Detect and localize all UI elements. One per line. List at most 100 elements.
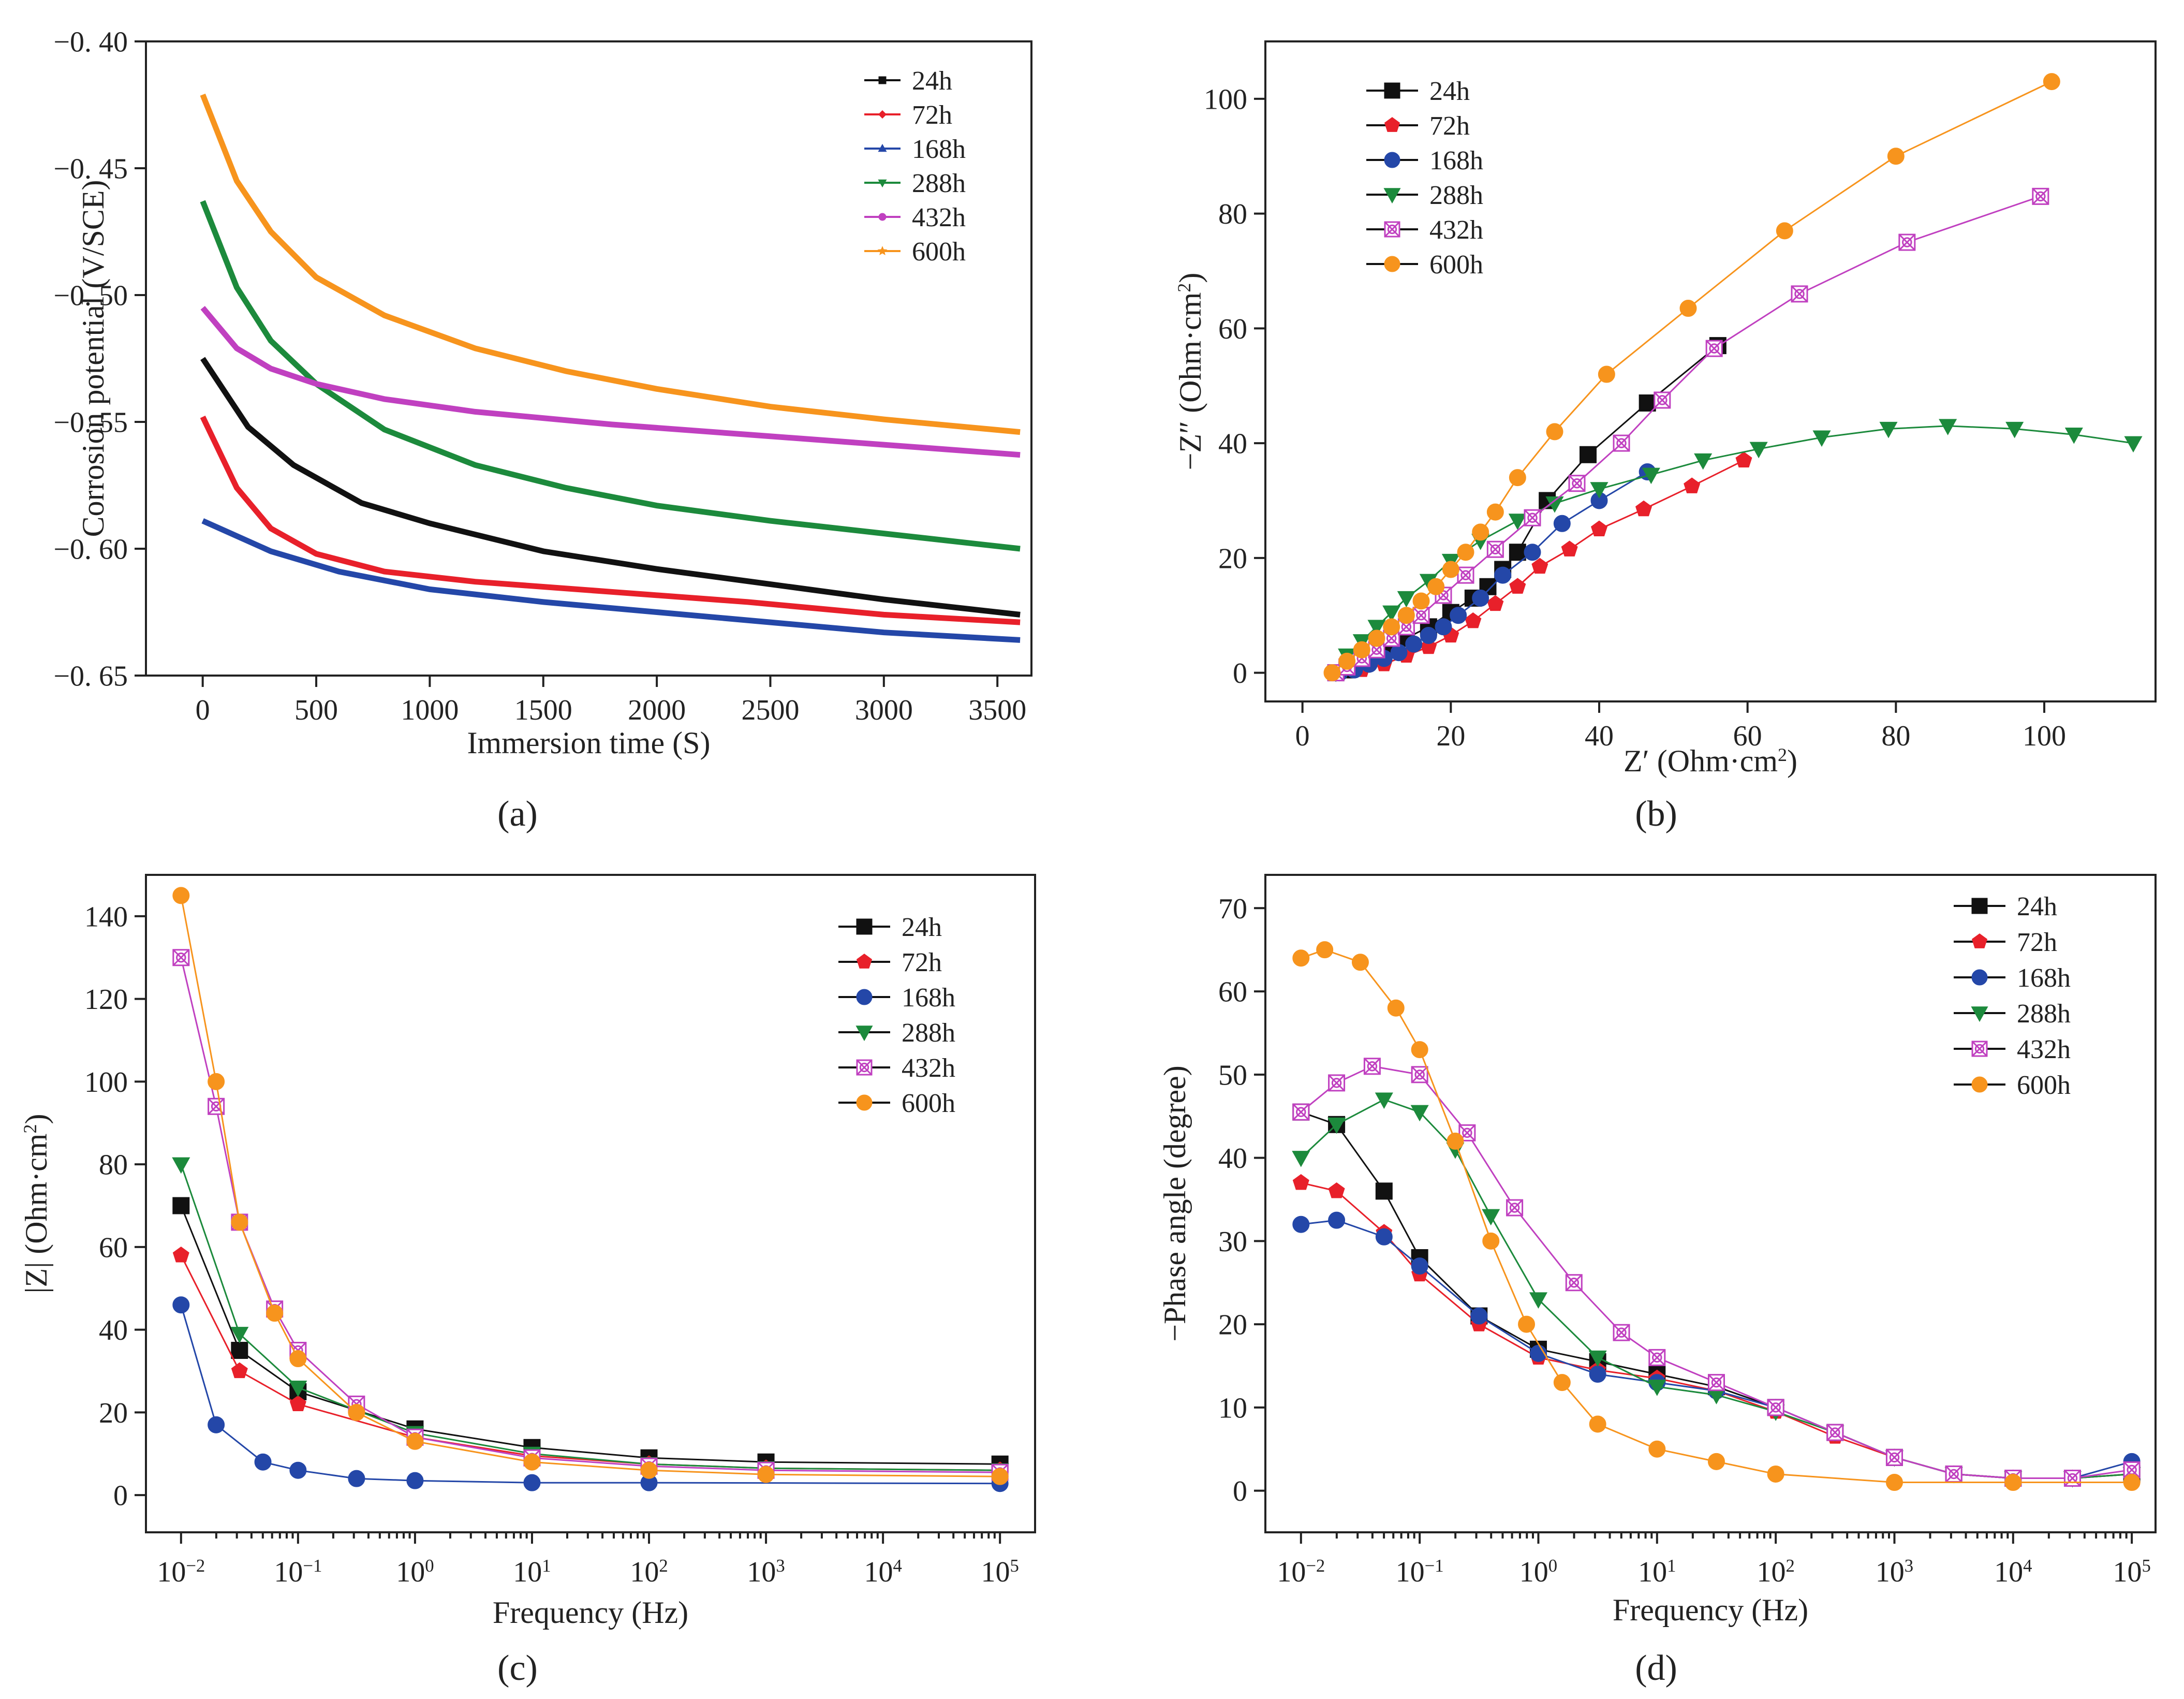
x-tick-label: 1500 [514, 694, 572, 726]
y-tick-label: 80 [1218, 198, 1247, 230]
legend-entry: 600h [1366, 250, 1483, 280]
data-point [1898, 233, 1916, 251]
data-point [1457, 566, 1474, 584]
y-tick-label: −0. 65 [53, 661, 128, 693]
x-tick-label: 2000 [628, 694, 686, 726]
y-axis-label: −Z″ (Ohm·cm2) [1173, 273, 1207, 471]
y-tick-label: −0. 40 [53, 26, 128, 58]
x-tick-label: 100 [396, 1556, 434, 1589]
data-point [208, 1416, 225, 1433]
panel-d: 10−2 10−1 100 101 102 103 104 105 0 10 20 30 40 50 60 7… [1218, 874, 2157, 1589]
y-tick-label: 120 [84, 984, 128, 1016]
legend-entry: 288h [838, 1018, 955, 1048]
legend-label: 288h [912, 169, 966, 198]
legend-label: 288h [1429, 181, 1483, 210]
series-288h [172, 1157, 1009, 1480]
panel-label: (c) [497, 1648, 538, 1688]
panel-label: (b) [1635, 794, 1677, 834]
data-point [348, 1403, 365, 1421]
data-point [1524, 544, 1541, 561]
data-point [523, 1474, 541, 1491]
legend-entry: 24h [838, 913, 942, 942]
series-line [200, 93, 1021, 435]
data-point [1338, 652, 1356, 670]
data-point [1565, 1274, 1583, 1292]
data-point [1561, 540, 1578, 556]
legend-entry: 24h [864, 66, 952, 96]
y-tick-label: 70 [1218, 893, 1247, 925]
data-point [1410, 1105, 1429, 1122]
x-tick-label: 60 [1733, 720, 1762, 752]
legend-label: 432h [1429, 215, 1483, 245]
legend-entry: 72h [1366, 111, 1470, 141]
data-point [1648, 1349, 1666, 1366]
legend-label: 600h [2017, 1071, 2071, 1100]
x-tick-label: 100 [1519, 1556, 1557, 1589]
data-point [1442, 561, 1459, 578]
data-point [640, 1461, 658, 1479]
y-tick-label: 30 [1218, 1226, 1247, 1258]
y-tick-label: 40 [1218, 1143, 1247, 1175]
y-tick-label: 60 [1218, 313, 1247, 345]
data-point [1457, 544, 1474, 561]
data-point [2043, 73, 2060, 91]
y-tick-label: 20 [1218, 1309, 1247, 1341]
data-point [1590, 520, 1608, 537]
y-tick-label: 80 [99, 1149, 128, 1181]
data-point [1427, 578, 1445, 595]
data-point [1553, 1374, 1571, 1392]
legend-entry: 288h [1954, 999, 2071, 1029]
data-point [1648, 1440, 1666, 1458]
legend-marker [1971, 1006, 1988, 1022]
legend-marker [856, 918, 873, 935]
series-line [200, 415, 1021, 625]
legend-entry: 168h [838, 983, 955, 1013]
data-point [231, 1342, 248, 1359]
data-point [1590, 482, 1609, 499]
x-tick-label: 10−1 [1396, 1556, 1444, 1589]
legend-label: 24h [1429, 77, 1470, 106]
series-line [1301, 1182, 2132, 1479]
x-tick-label: 40 [1585, 720, 1614, 752]
y-tick-label: 20 [1218, 543, 1247, 575]
legend-entry: 168h [864, 135, 966, 164]
data-point [1812, 430, 1831, 447]
legend-entry: 288h [1366, 181, 1483, 210]
data-point [1420, 627, 1437, 644]
data-point [1447, 1132, 1464, 1150]
x-tick-label: 105 [981, 1556, 1019, 1589]
data-point [1390, 644, 1408, 662]
x-tick-label: 100 [2023, 720, 2066, 752]
panel-a: 0 500 1000 1500 2000 2500 3000 3500 −0. 40 −0. 45… [53, 26, 1032, 726]
data-point [1353, 641, 1370, 658]
x-tick-label: 10−2 [1277, 1556, 1325, 1589]
data-point [406, 1432, 424, 1450]
data-point [1411, 1257, 1428, 1275]
legend-entry: 432h [838, 1053, 955, 1083]
data-point [2124, 436, 2143, 453]
legend-label: 24h [912, 66, 952, 96]
legend-label: 168h [912, 135, 966, 164]
legend-entry: 72h [864, 100, 952, 130]
series-600h [1323, 73, 2060, 682]
data-point [1397, 607, 1415, 624]
data-point [1509, 544, 1526, 561]
data-point [1323, 664, 1341, 682]
x-tick-label: 500 [294, 694, 338, 726]
legend-entry: 288h [864, 169, 966, 198]
legend-entry: 168h [1366, 146, 1483, 175]
x-tick-label: 80 [1881, 720, 1910, 752]
legend-marker [878, 76, 887, 84]
data-point [1767, 1399, 1784, 1416]
series-line [180, 1164, 1000, 1471]
legend-label: 72h [1429, 111, 1470, 141]
data-point [1589, 1366, 1606, 1383]
data-point [1885, 1474, 1903, 1491]
data-point [1588, 1350, 1607, 1367]
legend-marker [1384, 82, 1400, 99]
data-point [1589, 1415, 1606, 1433]
series-288h [1292, 1092, 2141, 1488]
legend-label: 600h [1429, 250, 1483, 280]
data-point [1368, 629, 1385, 647]
